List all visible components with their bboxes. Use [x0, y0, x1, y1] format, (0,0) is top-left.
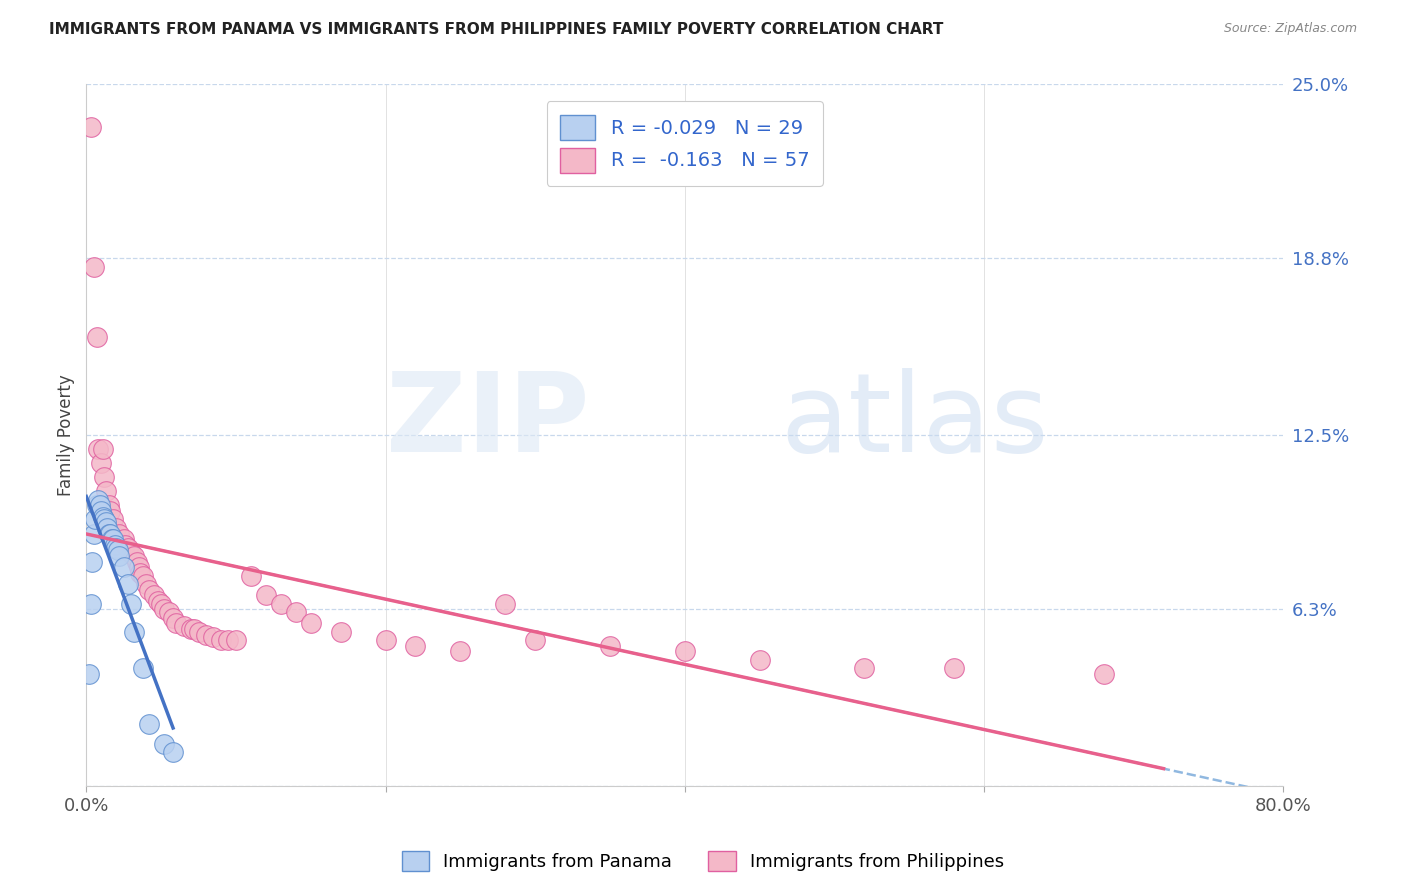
Point: [404, 639, 426, 653]
Point: [162, 611, 184, 625]
Point: [90, 504, 112, 518]
Point: [98, 526, 121, 541]
Point: [86, 499, 108, 513]
Point: [270, 597, 292, 611]
Point: [299, 616, 322, 631]
Point: [103, 512, 125, 526]
Point: [97, 499, 120, 513]
Point: [202, 631, 225, 645]
Point: [90, 456, 112, 470]
Point: [128, 560, 150, 574]
Point: [117, 541, 139, 555]
Point: [120, 546, 142, 560]
Point: [180, 622, 202, 636]
Point: [129, 566, 152, 580]
Point: [91, 442, 114, 457]
Point: [254, 588, 277, 602]
Point: [943, 661, 966, 675]
Point: [284, 605, 307, 619]
Point: [195, 627, 218, 641]
Point: [599, 639, 621, 653]
Point: [89, 499, 111, 513]
Legend: R = -0.029   N = 29, R =  -0.163   N = 57: R = -0.029 N = 29, R = -0.163 N = 57: [547, 101, 823, 186]
Point: [122, 624, 145, 639]
Point: [91, 509, 114, 524]
Point: [117, 577, 139, 591]
Point: [150, 597, 173, 611]
Text: Source: ZipAtlas.com: Source: ZipAtlas.com: [1223, 22, 1357, 36]
Text: atlas: atlas: [780, 368, 1049, 475]
Point: [449, 644, 471, 658]
Point: [114, 538, 136, 552]
Text: ZIP: ZIP: [385, 368, 589, 475]
Point: [87, 442, 110, 457]
Point: [122, 549, 145, 563]
Point: [96, 521, 118, 535]
Point: [132, 661, 155, 675]
Point: [135, 577, 157, 591]
Point: [107, 543, 129, 558]
Point: [84, 512, 107, 526]
Point: [93, 512, 115, 526]
Point: [183, 622, 205, 636]
Point: [142, 588, 165, 602]
Point: [217, 633, 239, 648]
Point: [98, 504, 121, 518]
Point: [225, 633, 247, 648]
Point: [157, 605, 180, 619]
Point: [239, 568, 262, 582]
Point: [94, 484, 117, 499]
Point: [86, 330, 108, 344]
Point: [79, 666, 101, 681]
Point: [524, 633, 547, 648]
Point: [374, 633, 396, 648]
Legend: Immigrants from Panama, Immigrants from Philippines: Immigrants from Panama, Immigrants from …: [395, 844, 1011, 879]
Point: [108, 526, 131, 541]
Point: [209, 633, 232, 648]
Point: [748, 653, 770, 667]
Point: [87, 492, 110, 507]
Point: [83, 260, 105, 274]
Point: [103, 532, 125, 546]
Point: [108, 549, 131, 563]
Point: [94, 516, 117, 530]
Point: [83, 526, 105, 541]
Point: [173, 619, 195, 633]
Point: [494, 597, 516, 611]
Point: [1092, 666, 1115, 681]
Point: [146, 594, 169, 608]
Point: [100, 532, 122, 546]
Text: IMMIGRANTS FROM PANAMA VS IMMIGRANTS FROM PHILIPPINES FAMILY POVERTY CORRELATION: IMMIGRANTS FROM PANAMA VS IMMIGRANTS FRO…: [49, 22, 943, 37]
Point: [153, 737, 176, 751]
Point: [105, 521, 128, 535]
Point: [82, 555, 104, 569]
Point: [93, 470, 115, 484]
Point: [112, 560, 135, 574]
Point: [165, 616, 187, 631]
Point: [138, 582, 160, 597]
Point: [153, 602, 176, 616]
Point: [104, 538, 127, 552]
Point: [105, 541, 128, 555]
Point: [97, 526, 120, 541]
Point: [80, 120, 103, 134]
Point: [132, 568, 155, 582]
Point: [138, 717, 160, 731]
Point: [162, 746, 184, 760]
Point: [853, 661, 876, 675]
Point: [80, 597, 103, 611]
Point: [112, 532, 135, 546]
Point: [120, 597, 142, 611]
Point: [187, 624, 209, 639]
Point: [127, 555, 149, 569]
Y-axis label: Family Poverty: Family Poverty: [58, 375, 75, 496]
Point: [329, 624, 352, 639]
Point: [673, 644, 696, 658]
